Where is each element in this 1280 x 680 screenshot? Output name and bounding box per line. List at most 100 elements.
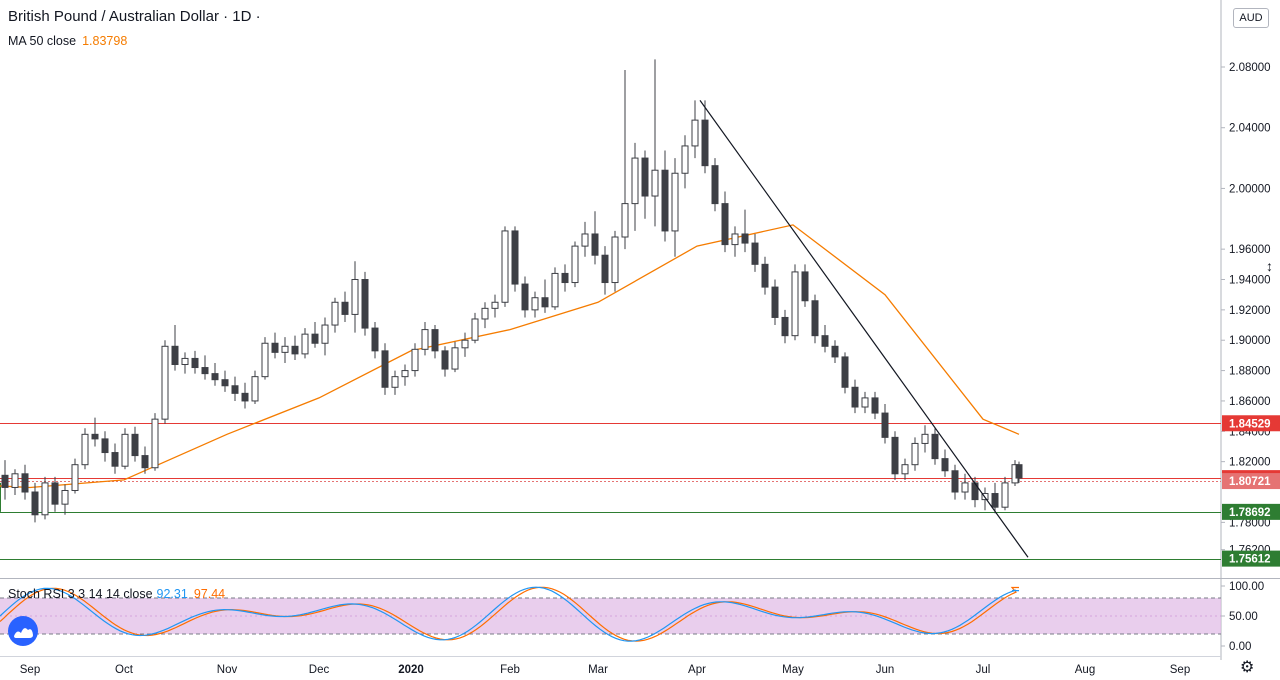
price-level-box[interactable] xyxy=(1222,503,1280,520)
candle-body xyxy=(1001,482,1009,508)
candle-body xyxy=(891,436,899,475)
candle-body xyxy=(591,233,599,256)
candle-body xyxy=(331,301,339,326)
candle-body xyxy=(781,316,789,337)
candle-body xyxy=(681,145,689,174)
price-tick-label: 1.88000 xyxy=(1229,366,1271,378)
candle-body xyxy=(511,230,519,285)
candle-body xyxy=(721,203,729,246)
candle-body xyxy=(11,473,19,488)
price-tick-label: 2.00000 xyxy=(1229,183,1271,195)
price-tick-label: 1.86000 xyxy=(1229,396,1271,408)
candle-body xyxy=(281,345,289,353)
candle-body xyxy=(771,286,779,318)
candle-body xyxy=(361,279,369,329)
candle-body xyxy=(641,157,649,197)
stoch-d-value: 97.44 xyxy=(193,587,226,601)
stoch-tick-label: 0.00 xyxy=(1229,641,1251,653)
time-tick-label: May xyxy=(782,664,804,676)
price-tick-label: 2.04000 xyxy=(1229,123,1271,135)
price-level-label: 1.75612 xyxy=(1229,554,1271,566)
time-tick-label: Jun xyxy=(876,664,895,676)
candle-body xyxy=(71,464,79,491)
candle-body xyxy=(521,283,529,311)
stoch-legend-label: Stoch RSI 3 3 14 14 close xyxy=(8,587,153,601)
candle-body xyxy=(171,345,179,366)
time-tick-label: Sep xyxy=(20,664,40,676)
price-level-box[interactable] xyxy=(1222,415,1280,432)
candle-body xyxy=(381,350,389,388)
price-tick-label: 2.08000 xyxy=(1229,62,1271,74)
candle-body xyxy=(571,245,579,284)
candle-body xyxy=(931,433,939,460)
candle-body xyxy=(141,455,149,469)
time-tick-label: Apr xyxy=(688,664,706,676)
candle-body xyxy=(741,233,749,244)
candle-body xyxy=(871,397,879,414)
candle-body xyxy=(201,367,209,375)
candle-body xyxy=(101,438,109,454)
candle-body xyxy=(391,376,399,388)
price-tick-label: 1.90000 xyxy=(1229,335,1271,347)
candle-body xyxy=(491,301,499,309)
candle-body xyxy=(701,119,709,167)
candle-body xyxy=(221,379,229,387)
candle-body xyxy=(621,203,629,238)
candle-body xyxy=(821,335,829,347)
candle-body xyxy=(431,329,439,352)
candle-body xyxy=(791,271,799,337)
trendline[interactable] xyxy=(699,100,1029,558)
tradingview-logo-icon[interactable] xyxy=(8,616,38,646)
candle-body xyxy=(181,357,189,366)
price-level-box[interactable] xyxy=(1222,550,1280,567)
time-tick-label: Sep xyxy=(1170,664,1190,676)
price-level-label: 1.80721 xyxy=(1229,476,1271,488)
price-tick-label: 1.92000 xyxy=(1229,305,1271,317)
price-tick-label: 1.96000 xyxy=(1229,244,1271,256)
candle-body xyxy=(651,169,659,197)
candle-body xyxy=(711,165,719,205)
candle-body xyxy=(301,333,309,355)
gear-icon[interactable]: ⚙ xyxy=(1240,659,1255,676)
candle-body xyxy=(961,482,969,493)
time-tick-label: 2020 xyxy=(398,664,424,676)
candle-body xyxy=(271,342,279,353)
candle-body xyxy=(811,300,819,337)
candle-body xyxy=(41,482,49,516)
candle-body xyxy=(1,474,9,488)
currency-badge[interactable]: AUD xyxy=(1233,8,1269,28)
candle-body xyxy=(861,397,869,408)
candle-body xyxy=(421,329,429,350)
time-tick-label: Oct xyxy=(115,664,134,676)
candle-body xyxy=(531,297,539,311)
resize-vertical-icon[interactable]: ↕ xyxy=(1266,258,1273,274)
candle-body xyxy=(371,327,379,352)
stoch-legend: Stoch RSI 3 3 14 14 close 92.31 97.44 xyxy=(8,587,225,601)
candle-body xyxy=(501,230,509,303)
candle-body xyxy=(461,339,469,349)
ma-legend-value: 1.83798 xyxy=(82,34,128,48)
price-tick-label: 1.94000 xyxy=(1229,275,1271,287)
candle-body xyxy=(31,491,39,516)
candle-body xyxy=(341,301,349,315)
candle-body xyxy=(81,433,89,466)
stoch-band xyxy=(0,598,1221,634)
candle-body xyxy=(311,333,319,344)
candle-body xyxy=(51,482,59,505)
candle-body xyxy=(731,233,739,246)
candle-body xyxy=(661,169,669,232)
stoch-tick-label: 50.00 xyxy=(1229,611,1258,623)
price-level-box[interactable] xyxy=(1222,473,1280,490)
stoch-k-line xyxy=(0,586,1019,642)
candle-body xyxy=(451,347,459,370)
candle-body xyxy=(91,433,99,440)
candle-body xyxy=(251,376,259,402)
candle-body xyxy=(751,242,759,265)
candle-body xyxy=(581,233,589,247)
candle-body xyxy=(211,373,219,381)
candle-body xyxy=(551,272,559,308)
price-tick-label: 1.82000 xyxy=(1229,457,1271,469)
candle-body xyxy=(541,297,549,308)
candle-body xyxy=(241,392,249,402)
